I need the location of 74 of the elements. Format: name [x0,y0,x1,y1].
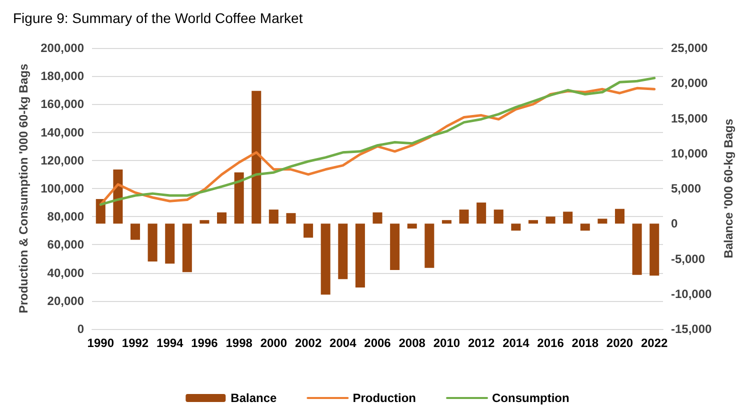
x-tick-label: 2006 [364,336,392,350]
x-tick-label: 2022 [640,336,668,350]
bar [442,220,452,224]
bar [598,218,608,224]
y-tick-label: 80,000 [47,210,84,224]
y-tick-label: 180,000 [40,69,84,84]
y-tick-label: 140,000 [40,125,84,140]
legend-label: Consumption [492,391,570,405]
bar [390,224,400,270]
y-tick-label: 120,000 [40,153,84,168]
bar [252,90,262,224]
y2-tick-label: 20,000 [671,76,708,90]
bar [165,224,175,264]
bar [286,213,296,224]
x-tick-label: 2002 [294,336,322,350]
y-tick-label: 40,000 [47,266,84,280]
bar [494,210,504,224]
bar [182,224,192,272]
x-tick-label: 2016 [537,336,564,350]
x-tick-label: 2014 [502,336,530,350]
y-tick-label: 100,000 [40,182,84,196]
y2-tick-label: 10,000 [671,146,708,160]
bar [424,224,434,268]
bar [407,224,417,229]
bar [355,224,365,288]
bar [632,224,642,275]
y2-tick-label: -10,000 [671,286,712,301]
bar [528,220,538,224]
bar [476,202,486,224]
x-tick-label: 1990 [87,336,114,350]
bar [580,224,590,231]
bar [268,210,278,224]
bar [650,224,660,276]
y2-tick-label: 15,000 [671,111,708,126]
bar [320,224,330,295]
y-axis-title: Production & Consumption '000 60-kg Bags [16,63,31,314]
bar [200,220,210,224]
bar [614,208,624,224]
x-tick-label: 2020 [606,336,634,350]
x-tick-label: 2008 [398,336,426,350]
legend-label: Balance [230,391,278,405]
bar [304,224,314,238]
legend-label: Production [352,391,416,405]
bar [217,212,227,224]
bar [338,224,348,280]
y-tick-label: 160,000 [40,97,84,112]
y-tick-label: 20,000 [47,294,84,308]
bar [234,172,244,224]
x-tick-label: 2004 [330,336,357,350]
bar [563,212,573,224]
y-tick-label: 0 [77,322,84,336]
y2-axis-title: Balance '000 60-kg Bags [722,118,736,258]
x-tick-label: 2000 [260,336,288,350]
x-tick-label: 1994 [156,336,184,350]
x-tick-label: 2012 [468,336,495,350]
bar [511,224,521,231]
bar [459,210,469,224]
x-tick-label: 2010 [433,336,460,350]
bar [130,224,140,240]
bar [148,224,158,262]
y-tick-label: 200,000 [40,41,84,55]
y2-tick-label: -5,000 [671,252,706,266]
x-tick-label: 1998 [226,336,253,350]
x-tick-label: 2018 [572,336,599,350]
bar [372,212,382,224]
y2-tick-label: 0 [671,216,678,231]
bar [546,216,556,224]
y2-tick-label: 5,000 [671,182,702,196]
chart-title: Figure 9: Summary of the World Coffee Market [13,10,303,26]
y2-tick-label: -15,000 [671,322,712,336]
x-tick-label: 1992 [122,336,149,350]
x-tick-label: 1996 [191,336,218,350]
y2-tick-label: 25,000 [671,41,708,55]
y-tick-label: 60,000 [47,238,84,252]
